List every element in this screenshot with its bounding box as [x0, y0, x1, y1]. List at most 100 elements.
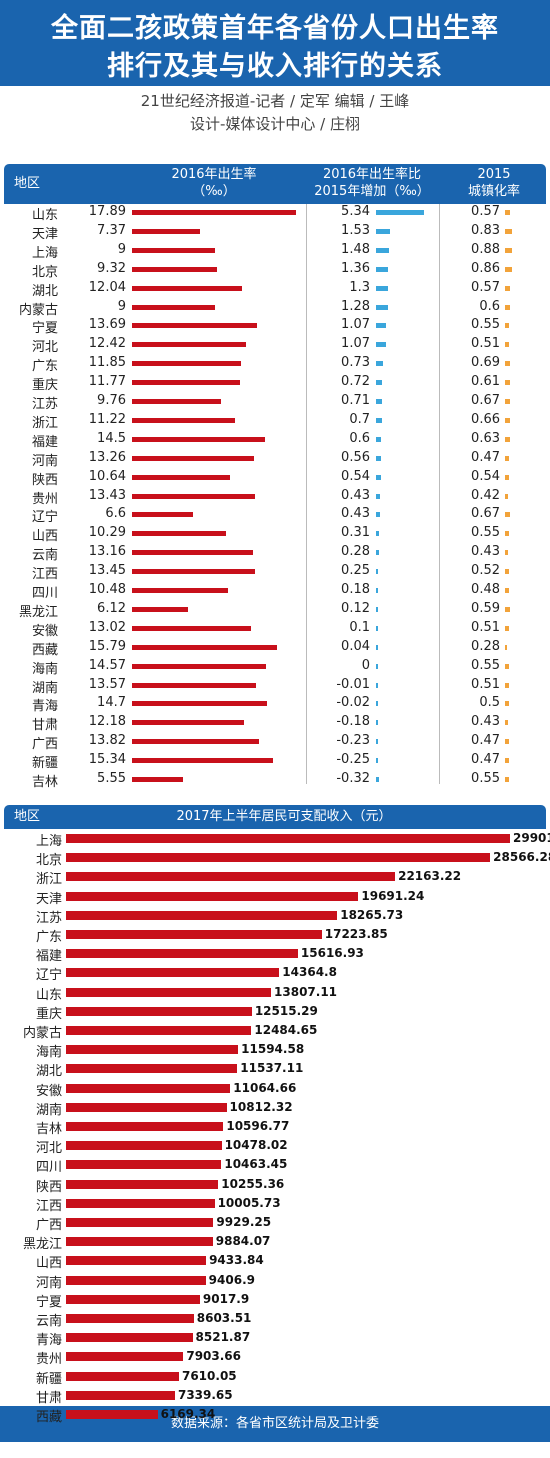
birth-rate-value: 10.29 — [88, 525, 126, 541]
title-line-1: 全面二孩政策首年各省份人口出生率 — [51, 13, 499, 44]
title-line-2: 排行及其与收入排行的关系 — [107, 51, 443, 82]
increase-value: 0.72 — [341, 374, 370, 390]
increase-value: 1.36 — [341, 260, 370, 276]
birth-rate-bar — [132, 758, 273, 764]
birth-rate-bar — [132, 777, 183, 782]
birth-rate-bar — [132, 720, 244, 726]
increase-bar — [376, 342, 386, 348]
income-value: 11594.58 — [241, 1042, 305, 1057]
income-value: 11064.66 — [233, 1080, 297, 1095]
income-value: 6169.34 — [160, 1407, 216, 1421]
increase-value: -0.23 — [336, 733, 370, 749]
income-value: 9433.84 — [209, 1253, 264, 1268]
region-label: 宁夏 — [31, 321, 58, 337]
region-label: 辽宁 — [35, 968, 62, 984]
birth-rate-bar — [132, 474, 230, 480]
urban-bar — [505, 663, 510, 669]
increase-value: 0.28 — [341, 544, 370, 560]
income-bar — [66, 1410, 158, 1419]
urban-bar — [505, 474, 510, 480]
birth-rate-value: 13.57 — [88, 676, 126, 692]
income-value: 28566.28 — [493, 850, 550, 865]
urban-bar — [505, 758, 509, 764]
birth-rate-value: 13.02 — [88, 619, 126, 635]
urban-bar — [505, 644, 508, 650]
urban-value: 0.57 — [471, 204, 500, 219]
urban-bar — [505, 531, 510, 537]
increase-value: 0.73 — [341, 355, 370, 371]
urban-bar — [505, 455, 509, 461]
urban-bar — [505, 266, 512, 272]
birth-rate-value: 13.69 — [88, 317, 126, 333]
increase-value: 0.43 — [341, 506, 370, 522]
column-divider — [306, 204, 307, 784]
urban-bar — [505, 399, 511, 404]
region-label: 黑龙江 — [18, 604, 58, 620]
income-bar — [66, 1390, 175, 1400]
region-label: 新疆 — [31, 756, 58, 772]
increase-value: 0 — [361, 657, 370, 673]
urban-value: 0.55 — [471, 771, 500, 786]
urban-value: 0.42 — [471, 487, 500, 503]
birth-rate-value: 11.22 — [88, 411, 126, 427]
urban-value: 0.83 — [471, 222, 500, 238]
urban-value: 0.51 — [471, 619, 500, 635]
region-label: 重庆 — [31, 378, 58, 394]
income-bar — [66, 891, 359, 901]
header-region: 地区 — [14, 176, 41, 191]
urban-value: 0.43 — [471, 544, 500, 560]
income-bar — [66, 1160, 222, 1170]
header-increase-2: 2015年增加（‰） — [314, 184, 430, 199]
region-label: 青海 — [35, 1333, 62, 1349]
income-value: 9406.9 — [208, 1272, 255, 1287]
header-increase-1: 2016年出生率比 — [322, 167, 422, 182]
birth-rate-bar — [132, 588, 229, 593]
birth-rate-value: 14.7 — [97, 695, 126, 711]
increase-value: 0.7 — [349, 411, 370, 427]
birth-rate-value: 12.18 — [88, 714, 126, 730]
urban-bar — [505, 682, 510, 688]
urban-value: 0.52 — [471, 563, 500, 579]
income-value: 8521.87 — [195, 1330, 251, 1345]
income-bar — [66, 1045, 239, 1055]
urban-value: 0.51 — [471, 336, 500, 352]
birth-rate-bar — [132, 606, 189, 612]
increase-value: 0.43 — [341, 487, 370, 503]
income-value: 22163.22 — [398, 869, 462, 884]
region-label: 西藏 — [31, 642, 58, 658]
birth-rate-bar — [132, 436, 265, 442]
region-label: 湖南 — [31, 680, 58, 696]
urban-value: 0.5 — [479, 695, 500, 711]
increase-bar — [376, 682, 378, 688]
increase-value: 0.6 — [349, 430, 370, 446]
urban-value: 0.6 — [479, 298, 500, 314]
increase-value: 1.48 — [341, 241, 370, 257]
birth-rate-bar — [132, 228, 200, 234]
income-value: 10596.77 — [226, 1119, 290, 1133]
increase-value: 0.1 — [349, 619, 370, 635]
birth-rate-value: 6.6 — [105, 506, 126, 522]
income-bar — [66, 930, 322, 939]
increase-value: 0.31 — [341, 525, 370, 541]
region-label: 重庆 — [35, 1006, 62, 1022]
urban-value: 0.47 — [471, 752, 500, 768]
birth-rate-bar — [132, 644, 277, 650]
urban-bar — [505, 210, 510, 215]
income-value: 14364.8 — [282, 965, 337, 980]
increase-bar — [376, 285, 388, 291]
urban-bar — [505, 739, 509, 745]
income-bar — [66, 872, 396, 882]
region-label: 四川 — [35, 1160, 62, 1176]
increase-bar — [376, 210, 424, 215]
birth-rate-value: 11.77 — [88, 374, 126, 390]
birth-rate-value: 9.32 — [97, 260, 126, 276]
region-label: 青海 — [31, 699, 58, 715]
region-label: 江西 — [35, 1198, 62, 1214]
birth-rate-value: 13.26 — [88, 449, 126, 465]
region-label: 江苏 — [31, 397, 58, 412]
income-bar — [66, 1179, 219, 1189]
urban-bar — [505, 606, 510, 612]
region-label: 西藏 — [35, 1410, 62, 1425]
increase-bar — [376, 380, 383, 386]
region-label: 山东 — [31, 208, 58, 223]
